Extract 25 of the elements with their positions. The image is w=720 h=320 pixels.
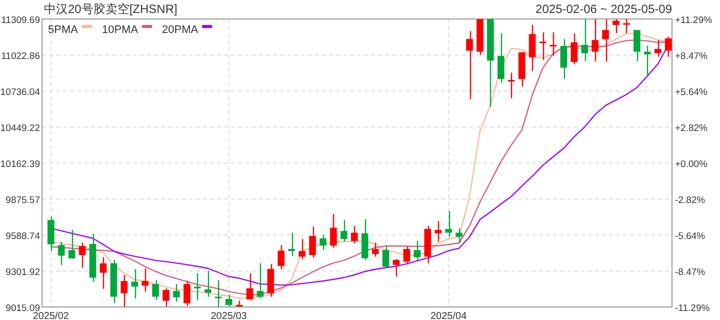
y-tick-label: 9875.57: [6, 195, 40, 206]
y-tick-label: 9301.92: [6, 267, 40, 278]
y2-tick-label: +5.64%: [675, 87, 708, 98]
y2-tick-label: -8.47%: [675, 267, 706, 278]
x-tick-label: 2025/03: [210, 311, 248, 320]
legend-label: 10PMA: [102, 24, 139, 36]
x-tick-label: 2025/02: [32, 311, 70, 320]
y-tick-label: 10162.39: [0, 159, 40, 170]
y-tick-label: 10736.04: [0, 87, 40, 98]
chart-title: 中汉20号胶卖空[ZHSNR]: [44, 2, 178, 16]
y2-tick-label: -5.64%: [675, 230, 706, 242]
y2-tick-label: -11.29%: [675, 303, 710, 314]
y2-tick-label: +8.47%: [675, 50, 708, 62]
y2-tick-label: -2.82%: [675, 194, 706, 206]
y2-tick-label: +11.29%: [675, 15, 713, 26]
y-tick-label: 11309.69: [1, 15, 40, 26]
y2-tick-label: +2.82%: [675, 123, 708, 134]
x-tick-label: 2025/04: [430, 311, 468, 320]
y-tick-label: 10449.22: [0, 123, 40, 134]
y-tick-label: 11022.86: [1, 51, 40, 62]
legend-label: 5PMA: [48, 24, 79, 36]
y-tick-label: 9588.74: [6, 231, 40, 242]
y2-tick-label: +0.00%: [675, 159, 708, 170]
legend-label: 20PMA: [162, 24, 199, 36]
chart-subtitle: 2025-02-06 ~ 2025-05-09: [536, 2, 672, 16]
